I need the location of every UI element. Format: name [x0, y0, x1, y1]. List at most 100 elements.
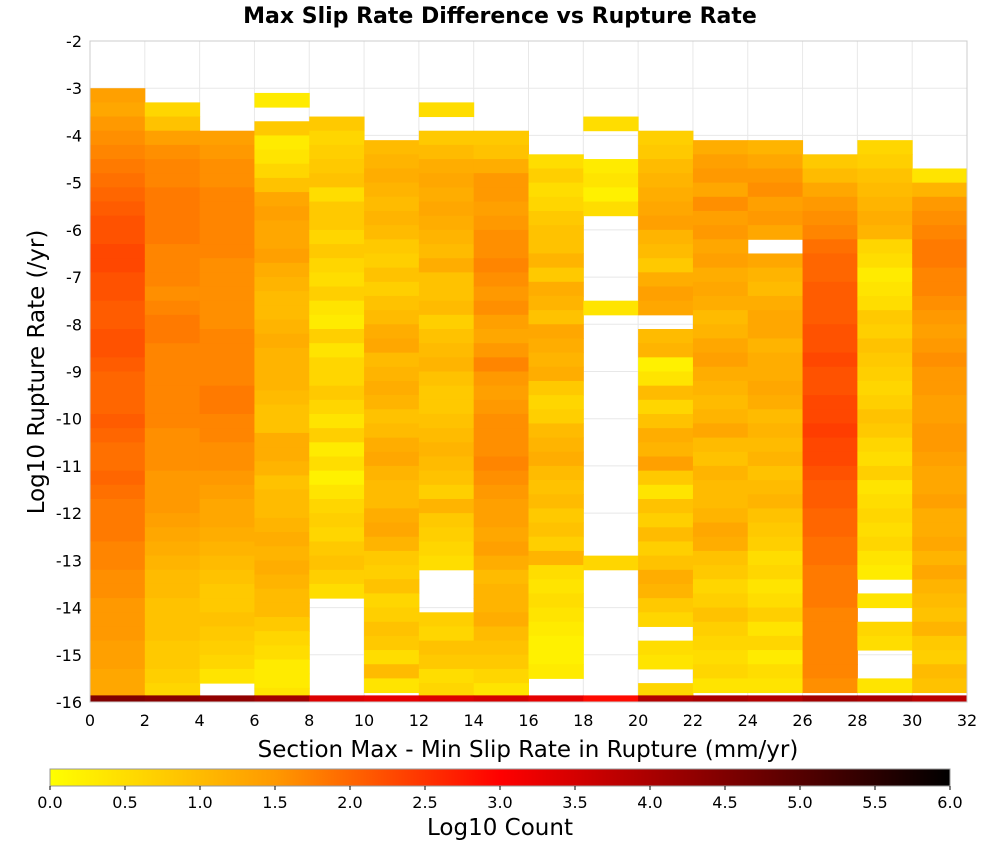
y-tick-label: -10: [56, 410, 82, 429]
heatmap-cell: [90, 102, 146, 118]
heatmap-cell: [802, 480, 858, 495]
heatmap-cell: [692, 678, 749, 694]
heatmap-cell: [254, 503, 310, 519]
heatmap-cell: [309, 555, 365, 571]
heatmap-cell: [418, 498, 475, 514]
heatmap-cell: [418, 229, 475, 245]
heatmap-cell: [364, 465, 420, 481]
heatmap-cell: [912, 281, 968, 297]
heatmap-cell: [692, 437, 749, 453]
y-tick-label: -5: [66, 174, 82, 193]
heatmap-cell: [254, 574, 310, 590]
heatmap-cell: [473, 555, 529, 571]
heatmap-cell: [144, 583, 201, 599]
heatmap-cell: [309, 498, 365, 514]
heatmap-cell: [528, 423, 584, 439]
heatmap-cell: [528, 253, 584, 269]
heatmap-cell: [418, 695, 475, 702]
heatmap-cells: [90, 88, 968, 703]
heatmap-cell: [638, 583, 694, 599]
heatmap-cell: [199, 428, 255, 443]
heatmap-cell: [912, 395, 968, 410]
heatmap-cell: [199, 442, 255, 457]
heatmap-cell: [309, 329, 365, 344]
heatmap-cell: [638, 371, 694, 387]
heatmap-cell: [857, 593, 913, 609]
heatmap-cell: [857, 310, 913, 325]
heatmap-cell: [144, 498, 201, 514]
heatmap-cell: [912, 508, 968, 524]
heatmap-cell: [199, 314, 255, 330]
heatmap-cell: [528, 437, 584, 453]
heatmap-cell: [364, 522, 420, 538]
heatmap-cell: [473, 371, 529, 387]
heatmap-cell: [747, 607, 804, 623]
heatmap-cell: [473, 654, 529, 670]
heatmap-cell: [199, 329, 255, 344]
heatmap-cell: [254, 659, 310, 675]
heatmap-cell: [912, 579, 968, 594]
y-tick-label: -2: [66, 32, 82, 51]
heatmap-cell: [418, 187, 475, 203]
heatmap-cell: [638, 527, 694, 542]
heatmap-cell: [912, 267, 968, 283]
heatmap-cell: [254, 588, 310, 604]
heatmap-cell: [144, 612, 201, 627]
heatmap-cell: [473, 229, 529, 245]
heatmap-cell: [912, 480, 968, 495]
heatmap-cell: [912, 295, 968, 311]
heatmap-cell: [364, 664, 420, 679]
heatmap-cell: [528, 324, 584, 339]
heatmap-cell: [309, 201, 365, 217]
heatmap-cell: [528, 395, 584, 410]
heatmap-cell: [309, 314, 365, 330]
heatmap-cell: [309, 116, 365, 132]
heatmap-cell: [802, 281, 858, 297]
heatmap-cell: [309, 215, 365, 231]
heatmap-cell: [747, 565, 804, 580]
x-tick-label: 10: [354, 711, 374, 730]
heatmap-cell: [528, 664, 584, 679]
heatmap-cell: [638, 385, 694, 401]
heatmap-cell: [144, 244, 201, 259]
heatmap-cell: [473, 357, 529, 372]
heatmap-cell: [747, 536, 804, 552]
heatmap-cell: [418, 343, 475, 358]
heatmap-cell: [199, 201, 255, 217]
heatmap-cell: [802, 664, 858, 679]
heatmap-cell: [528, 168, 584, 184]
heatmap-cell: [418, 428, 475, 443]
heatmap-cell: [692, 267, 749, 283]
heatmap-cell: [418, 399, 475, 415]
heatmap-cell: [144, 470, 201, 486]
heatmap-cell: [90, 201, 146, 217]
heatmap-cell: [418, 102, 475, 118]
heatmap-cell: [528, 695, 584, 702]
heatmap-cell: [692, 295, 749, 311]
heatmap-cell: [309, 583, 365, 599]
heatmap-cell: [638, 695, 694, 702]
heatmap-cell: [364, 253, 420, 269]
heatmap-cell: [418, 357, 475, 372]
heatmap-cell: [254, 177, 310, 193]
heatmap-cell: [90, 371, 146, 387]
heatmap-cell: [418, 244, 475, 259]
x-tick-label: 4: [195, 711, 205, 730]
heatmap-cell: [364, 536, 420, 552]
heatmap-cell: [309, 541, 365, 557]
heatmap-cell: [638, 229, 694, 245]
heatmap-cell: [418, 371, 475, 387]
heatmap-cell: [857, 678, 913, 694]
heatmap-cell: [199, 343, 255, 358]
heatmap-cell: [638, 130, 694, 146]
heatmap-cell: [144, 569, 201, 585]
x-tick-label: 14: [464, 711, 484, 730]
heatmap-cell: [144, 116, 201, 132]
heatmap-cell: [199, 626, 255, 642]
heatmap-cell: [802, 650, 858, 665]
heatmap-cell: [418, 272, 475, 288]
heatmap-cell: [528, 239, 584, 254]
heatmap-cell: [692, 182, 749, 198]
heatmap-cell: [528, 451, 584, 467]
